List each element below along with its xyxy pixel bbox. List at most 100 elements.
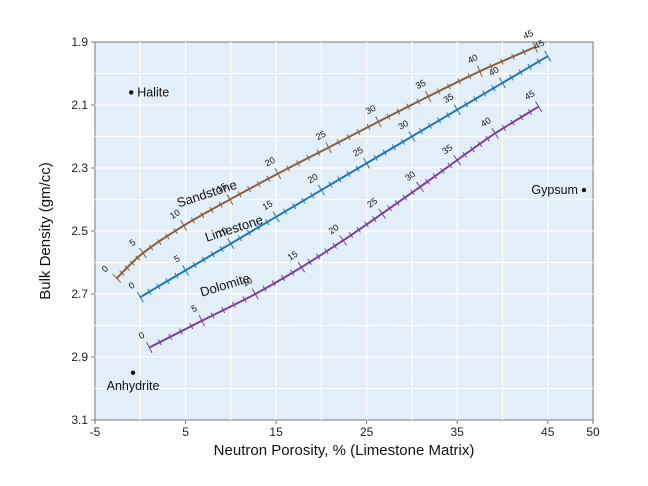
dolomite-minor-tick [394, 200, 400, 206]
limestone-porosity-label: 10 [215, 225, 229, 239]
limestone-minor-tick [210, 251, 215, 258]
limestone-minor-tick [346, 170, 351, 177]
x-tick-label: 15 [269, 425, 283, 439]
dolomite-porosity-label: 20 [327, 222, 341, 236]
limestone-minor-tick [237, 235, 242, 242]
dolomite-minor-tick [477, 141, 483, 147]
sandstone-minor-tick [266, 175, 271, 182]
limestone-porosity-label: 20 [306, 172, 320, 186]
sandstone-minor-tick [386, 113, 391, 120]
y-tick-label: 2.9 [71, 350, 88, 364]
limestone-minor-tick [373, 154, 378, 161]
limestone-porosity-label: 35 [442, 91, 456, 105]
dolomite-major-tick [297, 261, 306, 273]
sandstone-major-tick [274, 168, 282, 180]
dolomite-major-tick [378, 208, 386, 219]
limestone-minor-tick [246, 229, 251, 236]
limestone-minor-tick [201, 256, 206, 263]
sandstone-minor-tick [489, 63, 493, 70]
sandstone-porosity-label: 40 [466, 52, 479, 65]
dolomite-porosity-label: 25 [365, 196, 379, 210]
limestone-minor-tick [527, 63, 532, 70]
limestone-minor-tick [355, 165, 360, 172]
sandstone-major-tick [226, 193, 234, 206]
limestone-porosity-label: 5 [172, 253, 181, 264]
limestone-minor-tick [292, 203, 297, 210]
limestone-minor-tick [283, 208, 288, 215]
dolomite-minor-tick [324, 248, 329, 255]
limestone-minor-tick [192, 262, 197, 269]
sandstone-major-tick [375, 116, 382, 128]
sandstone-minor-tick [346, 134, 351, 141]
sandstone-major-tick [532, 41, 538, 53]
sandstone-minor-tick [416, 98, 421, 105]
anhydrite-point [130, 370, 136, 375]
dolomite-minor-tick [356, 226, 361, 233]
limestone-minor-tick [165, 278, 170, 285]
dolomite-minor-tick [372, 216, 377, 222]
limestone-minor-tick [255, 224, 261, 231]
limestone-minor-tick [437, 117, 442, 124]
sandstone-major-tick [180, 220, 188, 232]
sandstone-minor-tick [129, 260, 136, 266]
sandstone-minor-tick [356, 128, 361, 136]
sandstone-porosity-label: 45 [522, 28, 535, 41]
sandstone-minor-tick [316, 149, 321, 156]
sandstone-porosity-label: 10 [168, 207, 182, 221]
y-tick-label: 2.5 [71, 224, 88, 238]
gypsum-label: Gypsum [531, 183, 578, 197]
dolomite-minor-tick [440, 167, 445, 174]
limestone-major-tick [227, 238, 235, 250]
sandstone-minor-tick [135, 255, 141, 261]
dolomite-minor-tick [157, 339, 162, 346]
sandstone-porosity-label: 20 [263, 155, 277, 169]
sandstone-minor-tick [436, 88, 441, 95]
dolomite-porosity-label: 0 [137, 330, 146, 341]
dolomite-minor-tick [527, 108, 533, 115]
dolomite-minor-tick [221, 306, 226, 314]
x-tick-label: 45 [541, 425, 555, 439]
dolomite-minor-tick [485, 135, 490, 142]
limestone-minor-tick [219, 245, 224, 252]
dolomite-porosity-label: 5 [190, 303, 199, 314]
dolomite-minor-tick [210, 312, 215, 319]
limestone-minor-tick [491, 85, 496, 92]
dolomite-major-tick [198, 315, 205, 327]
sandstone-porosity-label: 0 [100, 264, 111, 275]
dolomite-minor-tick [447, 162, 453, 169]
dolomite-minor-tick [178, 328, 183, 335]
sandstone-minor-tick [173, 228, 178, 235]
limestone-minor-tick [400, 138, 405, 145]
limestone-minor-tick [518, 69, 523, 76]
limestone-minor-tick [174, 272, 179, 279]
grid-lines [95, 42, 593, 420]
dolomite-minor-tick [425, 178, 430, 185]
dolomite-minor-tick [470, 146, 475, 153]
sandstone-major-tick [112, 273, 122, 283]
dolomite-minor-tick [280, 274, 286, 281]
limestone-minor-tick [337, 176, 342, 183]
sandstone-major-tick [425, 90, 432, 103]
x-tick-label: -5 [90, 425, 101, 439]
x-tick-label: 35 [451, 425, 465, 439]
limestone-major-tick [544, 50, 552, 62]
dolomite-major-tick [416, 181, 424, 193]
limestone-porosity-label: 40 [487, 64, 501, 78]
dolomite-minor-tick [189, 323, 194, 330]
sandstone-porosity-label: 5 [127, 237, 137, 248]
dolomite-porosity-label: 40 [479, 115, 493, 129]
limestone-minor-tick [301, 197, 306, 204]
limestone-major-tick [136, 291, 144, 303]
sandstone-minor-tick [165, 233, 170, 240]
dolomite-minor-tick [332, 242, 337, 249]
limestone-major-tick [363, 157, 371, 169]
limestone-major-tick [317, 184, 325, 196]
limestone-porosity-label: 45 [532, 38, 546, 52]
halite-label: Halite [137, 85, 169, 99]
mineral-anhydrite: Anhydrite [107, 370, 159, 393]
limestone-minor-tick [482, 90, 487, 97]
sandstone-porosity-label: 35 [414, 78, 427, 91]
sandstone-minor-tick [209, 206, 214, 213]
sandstone-minor-tick [406, 103, 411, 110]
limestone-minor-tick [156, 283, 161, 290]
